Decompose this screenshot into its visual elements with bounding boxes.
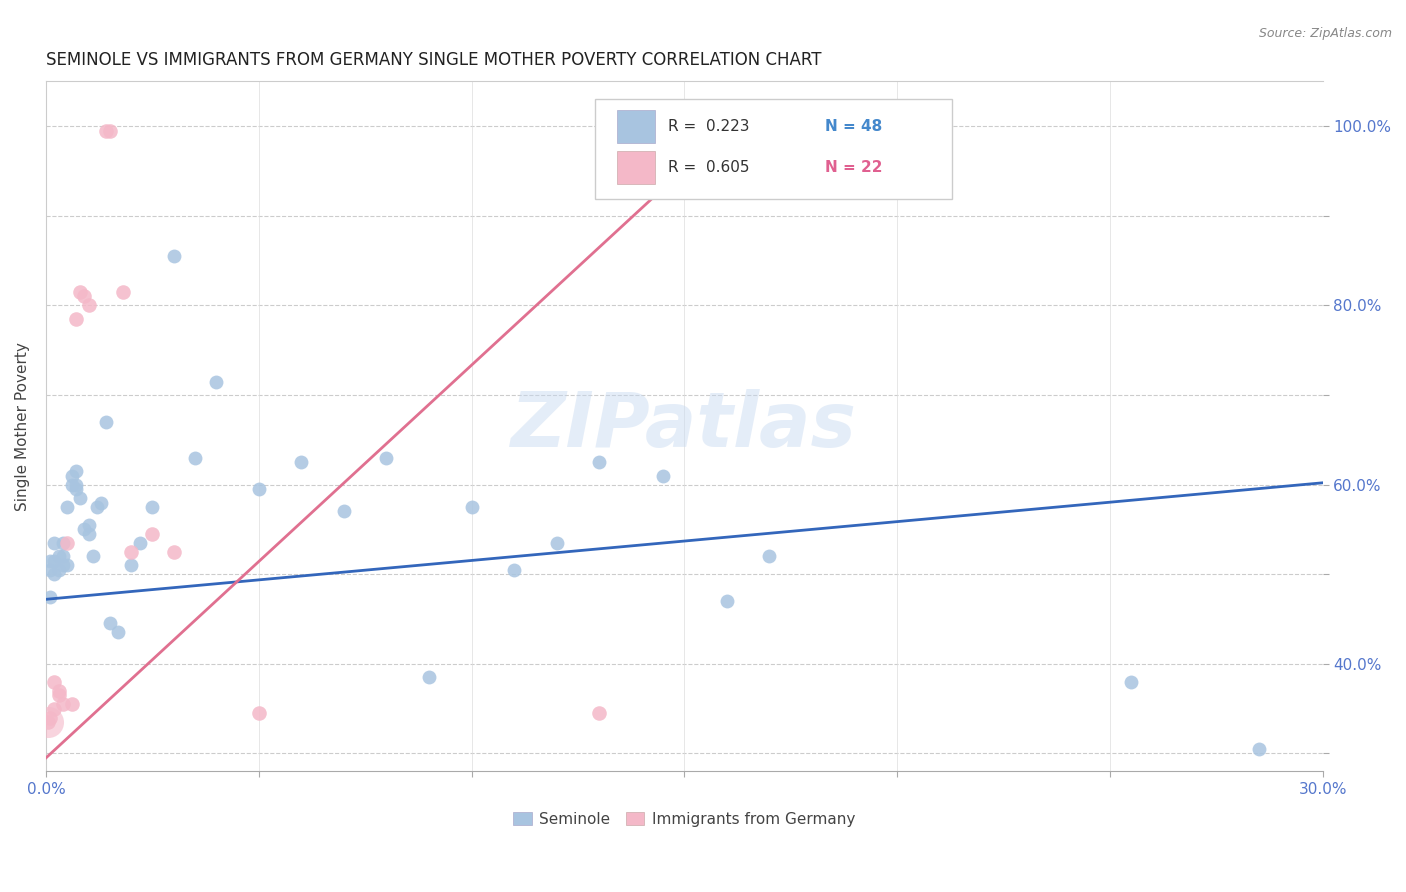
- Point: [141, 500, 163, 514]
- Text: Source: ZipAtlas.com: Source: ZipAtlas.com: [1258, 27, 1392, 40]
- Point: [716, 114, 738, 128]
- Point: [758, 549, 780, 564]
- Point: [460, 500, 482, 514]
- Point: [56, 558, 79, 573]
- Point: [375, 450, 398, 465]
- Point: [333, 504, 356, 518]
- Point: [120, 545, 142, 559]
- Point: [290, 455, 312, 469]
- Point: [48, 683, 70, 698]
- Text: R =  0.223: R = 0.223: [668, 119, 749, 134]
- Point: [73, 289, 96, 303]
- Bar: [617, 151, 655, 184]
- Point: [44, 674, 66, 689]
- FancyBboxPatch shape: [595, 99, 952, 199]
- Point: [1119, 674, 1142, 689]
- Text: N = 22: N = 22: [825, 160, 882, 175]
- Text: SEMINOLE VS IMMIGRANTS FROM GERMANY SINGLE MOTHER POVERTY CORRELATION CHART: SEMINOLE VS IMMIGRANTS FROM GERMANY SING…: [46, 51, 821, 69]
- Point: [44, 701, 66, 715]
- Point: [48, 549, 70, 564]
- Point: [65, 477, 87, 491]
- Point: [60, 477, 83, 491]
- Point: [65, 482, 87, 496]
- Point: [418, 670, 440, 684]
- Point: [39, 554, 62, 568]
- Point: [652, 468, 675, 483]
- Point: [73, 523, 96, 537]
- Point: [39, 710, 62, 724]
- Point: [39, 590, 62, 604]
- Point: [65, 464, 87, 478]
- Point: [60, 697, 83, 711]
- Point: [98, 616, 121, 631]
- Point: [546, 536, 568, 550]
- Point: [247, 706, 270, 720]
- Point: [56, 536, 79, 550]
- Point: [86, 500, 108, 514]
- Text: ZIPatlas: ZIPatlas: [512, 389, 858, 463]
- Point: [98, 123, 121, 137]
- Point: [65, 311, 87, 326]
- Point: [205, 375, 228, 389]
- Point: [107, 625, 129, 640]
- Legend: Seminole, Immigrants from Germany: Seminole, Immigrants from Germany: [508, 805, 862, 833]
- Point: [247, 482, 270, 496]
- Point: [44, 567, 66, 582]
- Point: [120, 558, 142, 573]
- Point: [111, 285, 134, 299]
- Point: [141, 527, 163, 541]
- Point: [503, 563, 526, 577]
- Point: [48, 688, 70, 702]
- Point: [162, 249, 184, 263]
- Point: [69, 491, 91, 505]
- Point: [162, 545, 184, 559]
- Point: [44, 554, 66, 568]
- Point: [82, 549, 104, 564]
- Point: [44, 536, 66, 550]
- Point: [60, 468, 83, 483]
- Point: [77, 298, 100, 312]
- Point: [77, 517, 100, 532]
- Point: [94, 123, 117, 137]
- Point: [77, 527, 100, 541]
- Point: [128, 536, 150, 550]
- Point: [37, 714, 59, 729]
- Point: [184, 450, 207, 465]
- Point: [56, 500, 79, 514]
- Point: [90, 495, 112, 509]
- Point: [52, 697, 75, 711]
- Bar: [617, 110, 655, 143]
- Point: [588, 706, 610, 720]
- Point: [1247, 742, 1270, 756]
- Point: [37, 714, 59, 729]
- Point: [52, 549, 75, 564]
- Text: N = 48: N = 48: [825, 119, 882, 134]
- Point: [52, 536, 75, 550]
- Point: [52, 558, 75, 573]
- Point: [48, 563, 70, 577]
- Text: R =  0.605: R = 0.605: [668, 160, 749, 175]
- Point: [39, 563, 62, 577]
- Point: [94, 415, 117, 429]
- Point: [588, 455, 610, 469]
- Point: [716, 594, 738, 608]
- Y-axis label: Single Mother Poverty: Single Mother Poverty: [15, 342, 30, 511]
- Point: [69, 285, 91, 299]
